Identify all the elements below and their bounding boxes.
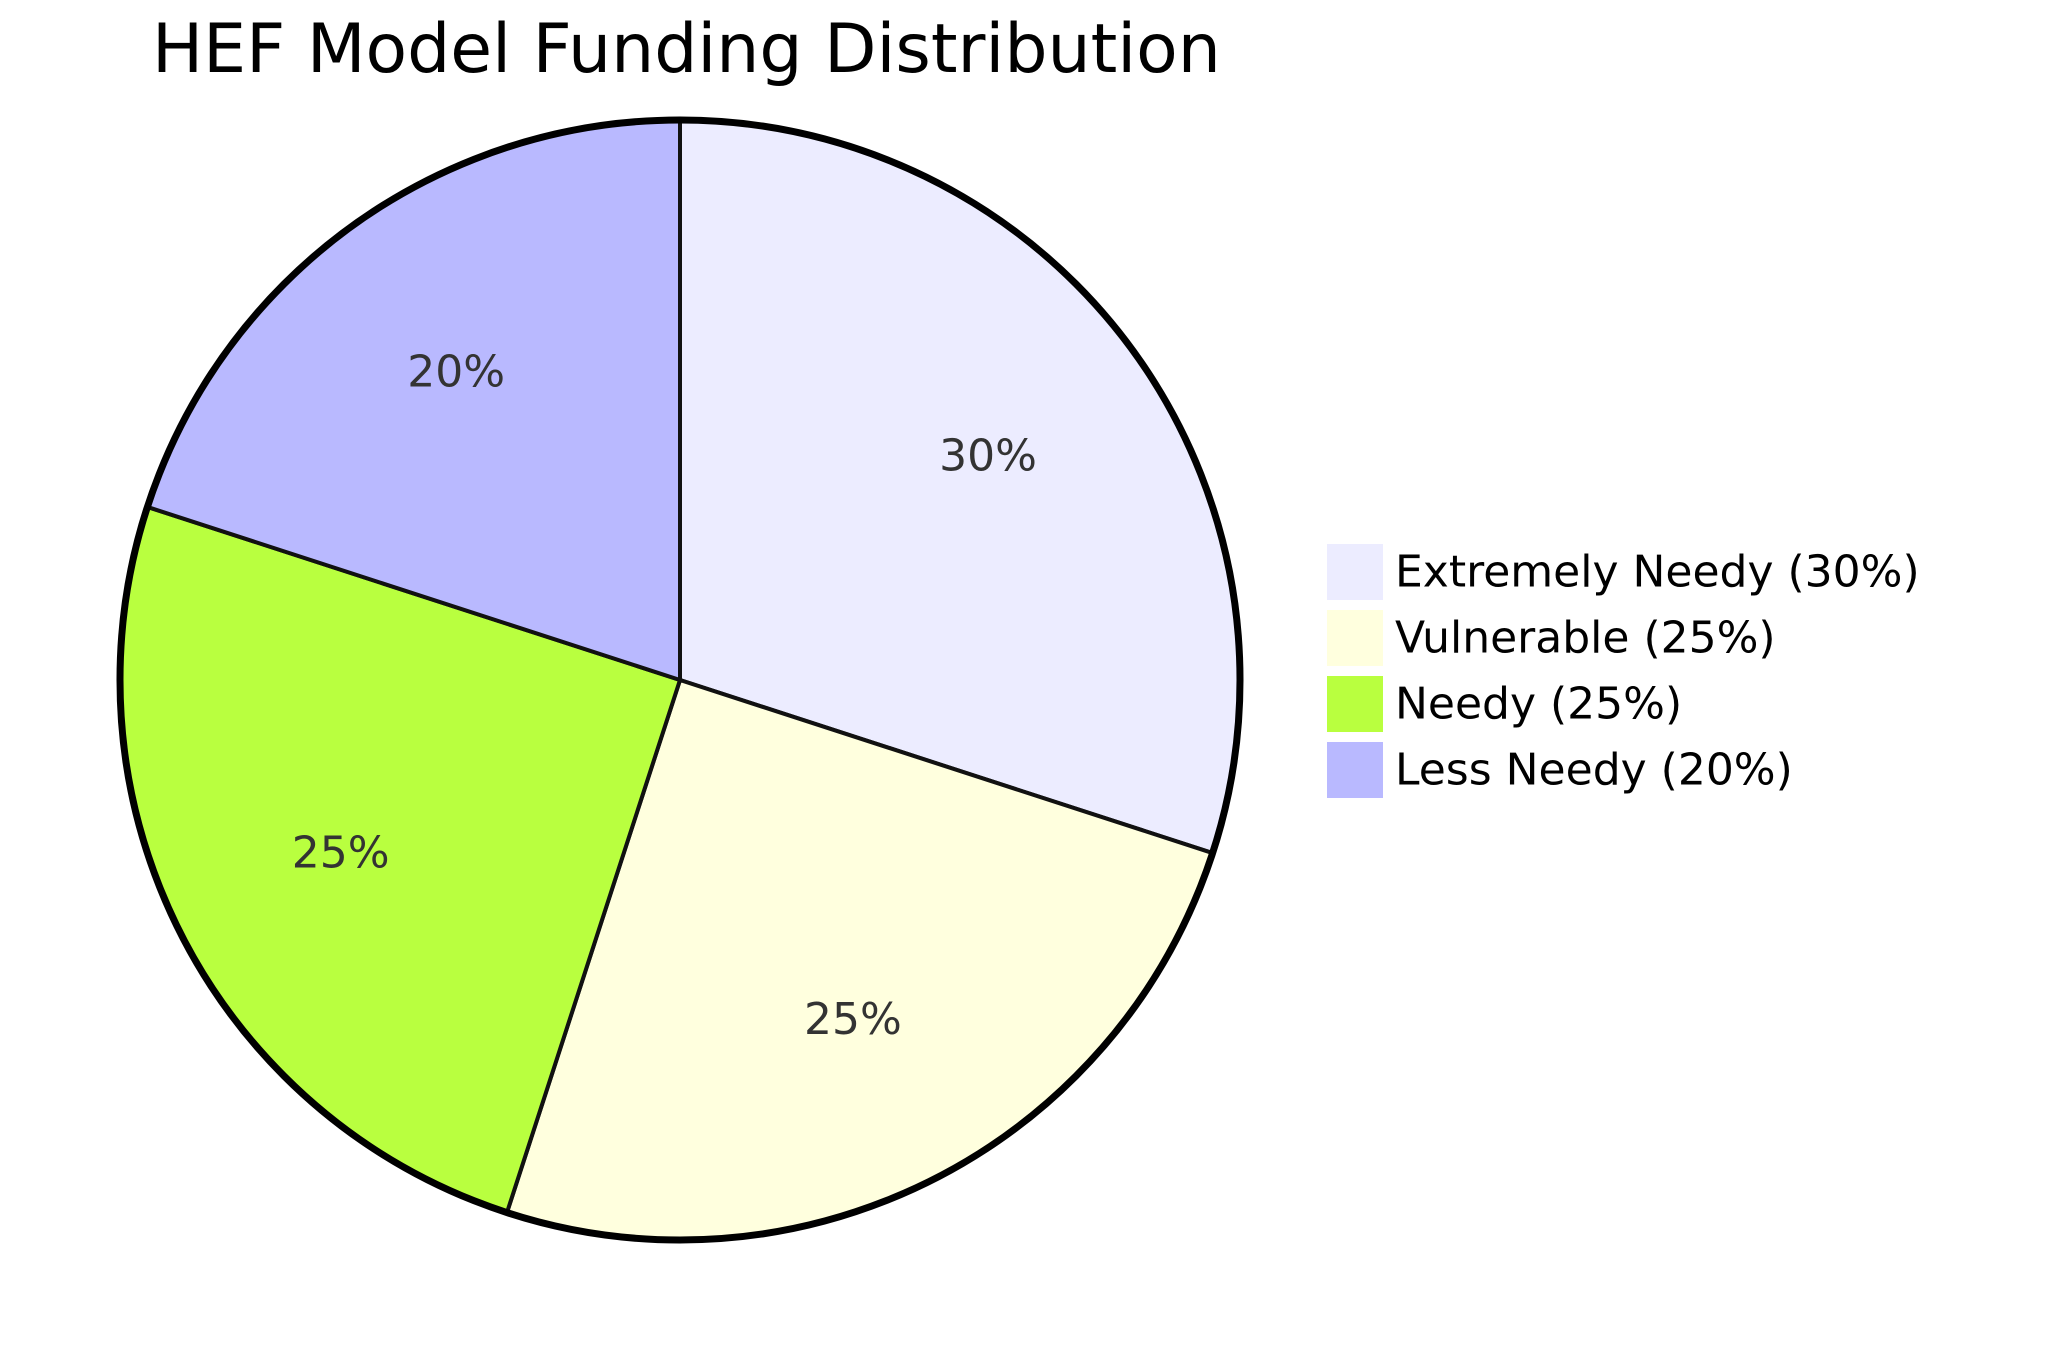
pie-outline: [116, 116, 1244, 1244]
legend-swatch: [1327, 742, 1383, 798]
legend-swatch: [1327, 676, 1383, 732]
slice-value-label: 25%: [804, 994, 902, 1045]
legend-swatch: [1327, 610, 1383, 666]
slice-labels: 30% 25% 25% 20%: [292, 346, 1037, 1044]
pie-slices: [118, 117, 1242, 1242]
slice-value-label: 20%: [407, 346, 505, 397]
legend-label: Less Needy (20%): [1395, 745, 1793, 796]
chart-title: HEF Model Funding Distribution: [152, 10, 1221, 89]
legend: Extremely Needy (30%) Vulnerable (25%) Nee…: [1327, 544, 1920, 798]
legend-label: Needy (25%): [1395, 679, 1682, 730]
legend-label: Vulnerable (25%): [1395, 613, 1776, 664]
slice-value-label: 25%: [292, 827, 390, 878]
legend-swatch: [1327, 544, 1383, 600]
legend-label: Extremely Needy (30%): [1395, 547, 1920, 598]
slice-value-label: 30%: [939, 431, 1037, 482]
